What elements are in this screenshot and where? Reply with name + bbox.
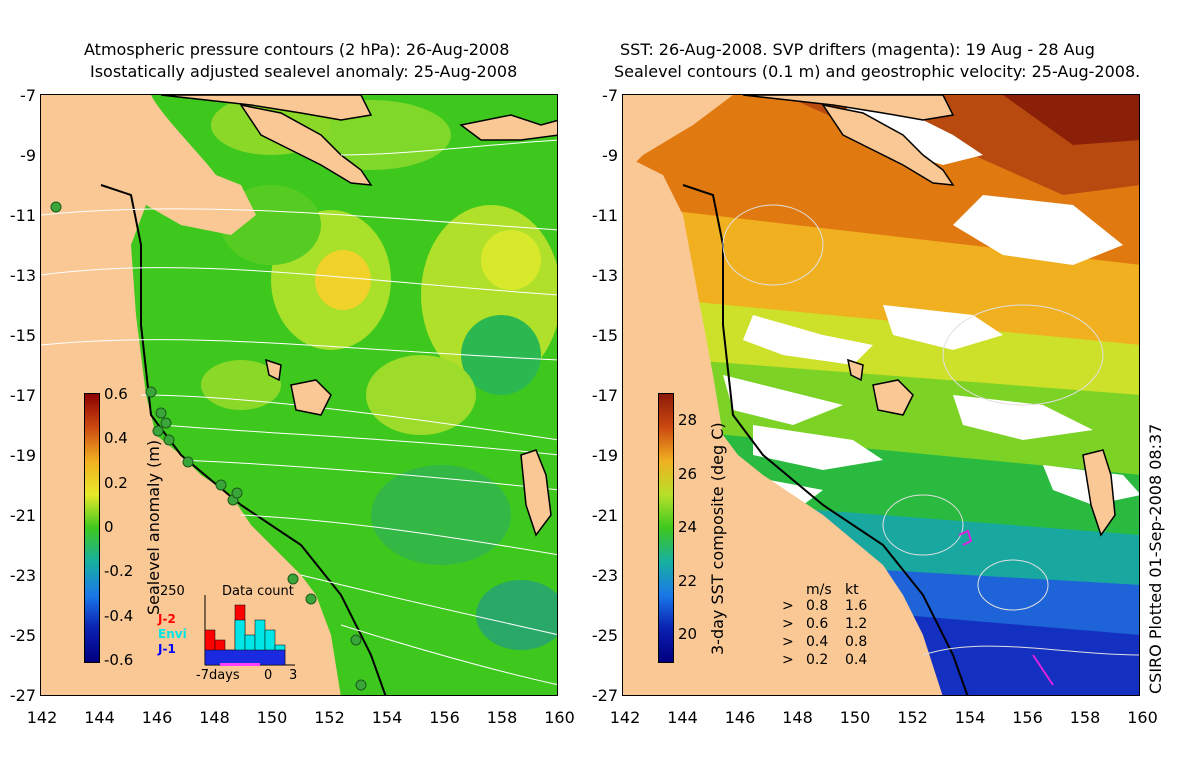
velocity-arrow-icon: > bbox=[782, 652, 794, 668]
sst-colorbar-label: 3-day SST composite (deg C) bbox=[708, 422, 727, 655]
right-xtick: 154 bbox=[954, 708, 986, 727]
sealevel-colorbar-tick: -0.2 bbox=[104, 562, 134, 581]
velocity-ms-value: 0.8 bbox=[806, 598, 829, 614]
left-ytick: -13 bbox=[9, 266, 36, 285]
left-xtick: 142 bbox=[26, 708, 58, 727]
right-xtick: 156 bbox=[1012, 708, 1043, 727]
left-title-line2: Isostatically adjusted sealevel anomaly:… bbox=[90, 62, 518, 81]
left-ytick: -23 bbox=[9, 566, 36, 585]
right-ytick: -21 bbox=[591, 506, 618, 525]
left-ytick: -25 bbox=[9, 626, 36, 645]
sealevel-colorbar-tick: -0.6 bbox=[104, 651, 134, 669]
right-xtick: 144 bbox=[667, 708, 698, 727]
satellite-j2-label: J-2 bbox=[158, 612, 176, 626]
left-xtick: 154 bbox=[371, 708, 403, 727]
velocity-ms-value: 0.6 bbox=[806, 616, 829, 632]
right-ytick: -15 bbox=[591, 326, 618, 345]
velocity-arrow-icon: > bbox=[782, 598, 794, 614]
right-title-line1: SST: 26-Aug-2008. SVP drifters (magenta)… bbox=[620, 40, 1095, 59]
left-ytick: -11 bbox=[9, 206, 36, 225]
velocity-legend-ms-header: m/s bbox=[806, 582, 832, 598]
right-xtick: 146 bbox=[724, 708, 756, 727]
right-xtick: 148 bbox=[782, 708, 813, 727]
right-ytick: -11 bbox=[591, 206, 618, 225]
right-xtick: 158 bbox=[1069, 708, 1101, 727]
sst-colorbar-tick: 26 bbox=[678, 464, 698, 483]
velocity-ms-value: 0.2 bbox=[806, 652, 829, 668]
left-xtick: 144 bbox=[84, 708, 115, 727]
sealevel-colorbar-tick: -0.4 bbox=[104, 606, 134, 625]
sst-map bbox=[622, 94, 1140, 696]
left-ytick: -19 bbox=[9, 446, 36, 465]
right-ytick: -23 bbox=[591, 566, 618, 585]
right-ytick: -9 bbox=[602, 146, 618, 165]
velocity-kt-value: 0.4 bbox=[845, 652, 868, 668]
histogram-x-mid: 0 bbox=[264, 668, 273, 683]
left-xtick: 148 bbox=[199, 708, 230, 727]
sst-colorbar bbox=[658, 393, 674, 663]
right-ytick: -25 bbox=[591, 626, 618, 645]
histogram-bars bbox=[204, 595, 295, 666]
velocity-arrow-icon: > bbox=[782, 634, 794, 650]
velocity-kt-value: 1.2 bbox=[845, 616, 868, 632]
sst-colorbar-tick: 22 bbox=[678, 571, 698, 590]
sealevel-colorbar-tick: 0.2 bbox=[104, 473, 128, 492]
sst-map-graphic bbox=[623, 95, 1139, 695]
left-ytick: -27 bbox=[9, 686, 36, 705]
left-xtick: 158 bbox=[486, 708, 518, 727]
sealevel-colorbar-tick: 0 bbox=[104, 518, 114, 536]
right-xtick: 142 bbox=[609, 708, 641, 727]
left-title-line1: Atmospheric pressure contours (2 hPa): 2… bbox=[84, 40, 510, 59]
sst-colorbar-tick: 28 bbox=[678, 411, 698, 429]
sst-colorbar-tick: 20 bbox=[678, 625, 698, 643]
left-ytick: -7 bbox=[20, 86, 36, 105]
right-xtick: 160 bbox=[1127, 708, 1158, 727]
left-xtick: 152 bbox=[314, 708, 345, 727]
right-xtick: 150 bbox=[839, 708, 871, 727]
right-title-line2: Sealevel contours (0.1 m) and geostrophi… bbox=[614, 62, 1141, 81]
sealevel-colorbar-tick: 0.6 bbox=[104, 385, 128, 403]
left-xtick: 160 bbox=[544, 708, 575, 727]
satellite-j1-label: J-1 bbox=[158, 642, 176, 656]
histogram-title: Data count bbox=[222, 584, 294, 599]
histogram-ymax: 250 bbox=[160, 584, 185, 599]
right-ytick: -19 bbox=[591, 446, 618, 465]
left-xtick: 150 bbox=[256, 708, 288, 727]
satellite-envi-label: Envi bbox=[158, 627, 187, 641]
right-ytick: -17 bbox=[591, 386, 618, 405]
velocity-kt-value: 0.8 bbox=[845, 634, 868, 650]
right-ytick: -7 bbox=[602, 86, 618, 105]
right-xtick: 152 bbox=[897, 708, 928, 727]
left-ytick: -15 bbox=[9, 326, 36, 345]
right-ytick: -13 bbox=[591, 266, 618, 285]
velocity-legend-kt-header: kt bbox=[845, 582, 859, 598]
left-xtick: 156 bbox=[429, 708, 460, 727]
sealevel-anomaly-map bbox=[40, 94, 558, 696]
histogram-x-end: 3 bbox=[289, 668, 298, 683]
plot-credit: CSIRO Plotted 01-Sep-2008 08:37 bbox=[1146, 423, 1165, 694]
left-xtick: 146 bbox=[141, 708, 173, 727]
sealevel-colorbar-tick: 0.4 bbox=[104, 429, 128, 448]
left-ytick: -17 bbox=[9, 386, 36, 405]
velocity-ms-value: 0.4 bbox=[806, 634, 829, 650]
sealevel-colorbar bbox=[84, 393, 100, 663]
velocity-arrow-icon: > bbox=[782, 616, 794, 632]
right-ytick: -27 bbox=[591, 686, 618, 705]
left-ytick: -21 bbox=[9, 506, 36, 525]
left-ytick: -9 bbox=[20, 146, 36, 165]
histogram-x-start: -7days bbox=[196, 668, 240, 683]
velocity-kt-value: 1.6 bbox=[845, 598, 868, 614]
sst-colorbar-tick: 24 bbox=[678, 518, 698, 536]
sealevel-anomaly-map-graphic bbox=[41, 95, 557, 695]
